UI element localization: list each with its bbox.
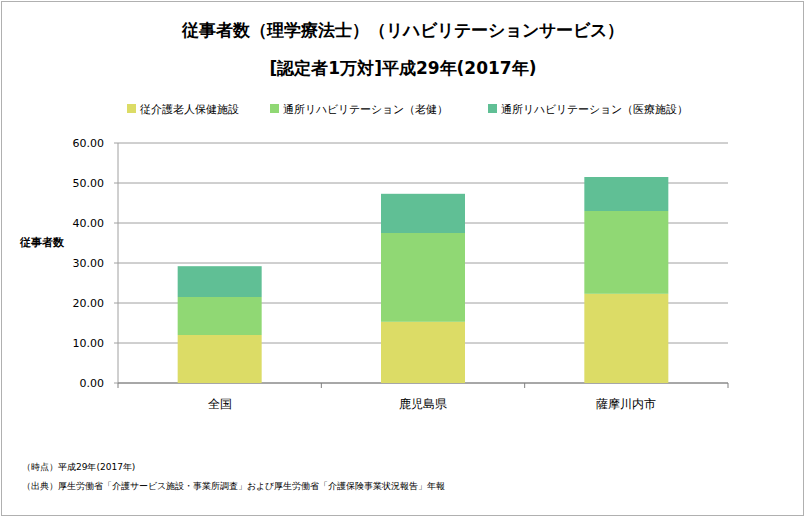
x-tick-label: 全国 — [208, 397, 232, 411]
bars — [178, 177, 669, 383]
y-tick-label: 50.00 — [73, 177, 105, 190]
subtitle: [認定者1万対]平成29年(2017年) — [270, 58, 537, 78]
bar-segment — [584, 294, 668, 383]
y-tick-label: 60.00 — [73, 137, 105, 150]
legend-label: 通所リハビリテーション（医療施設） — [501, 103, 688, 116]
x-tick — [118, 383, 119, 388]
x-tick — [524, 383, 525, 388]
y-axis-label: 従事者数 — [19, 236, 65, 249]
y-tick-label: 40.00 — [73, 217, 105, 230]
bar-segment — [584, 211, 668, 294]
tick — [114, 303, 118, 304]
legend-swatch — [488, 104, 497, 113]
legend-entry: 従介護老人保健施設 — [127, 103, 239, 116]
x-tick — [728, 383, 729, 388]
frame — [2, 2, 804, 516]
footnote: （時点）平成29年(2017年) — [22, 462, 135, 472]
bar-segment — [178, 335, 262, 383]
legend-entry: 通所リハビリテーション（医療施設） — [488, 103, 688, 116]
y-tick-label: 0.00 — [80, 377, 105, 390]
tick — [114, 383, 118, 384]
tick — [114, 143, 118, 144]
chart: 従事者数（理学療法士）（リハビリテーションサービス） [認定者1万対]平成29年(… — [0, 0, 806, 520]
x-tick-label: 鹿児島県 — [399, 397, 447, 411]
bar-segment — [178, 297, 262, 335]
legend-entry: 通所リハビリテーション（老健） — [270, 103, 448, 116]
legend-swatch — [127, 104, 136, 113]
tick — [114, 263, 118, 264]
bar-segment — [381, 322, 465, 383]
legend-label: 従介護老人保健施設 — [140, 103, 239, 116]
tick — [114, 183, 118, 184]
y-axis — [118, 143, 119, 383]
tick — [114, 223, 118, 224]
footnote: （出典）厚生労働省「介護サービス施設・事業所調査」および厚生労働省「介護保険事業… — [22, 481, 445, 491]
grid-line — [118, 143, 728, 144]
y-tick-label: 10.00 — [73, 337, 105, 350]
x-tick-label: 薩摩川内市 — [596, 397, 656, 411]
title: 従事者数（理学療法士）（リハビリテーションサービス） — [181, 20, 624, 40]
bar-segment — [584, 177, 668, 211]
tick — [114, 343, 118, 344]
bar-segment — [381, 194, 465, 233]
bar-segment — [381, 233, 465, 322]
y-tick-label: 30.00 — [73, 257, 105, 270]
legend-swatch — [270, 104, 279, 113]
legend-label: 通所リハビリテーション（老健） — [283, 103, 448, 116]
x-tick — [321, 383, 322, 388]
bar-segment — [178, 266, 262, 297]
y-tick-label: 20.00 — [73, 297, 105, 310]
